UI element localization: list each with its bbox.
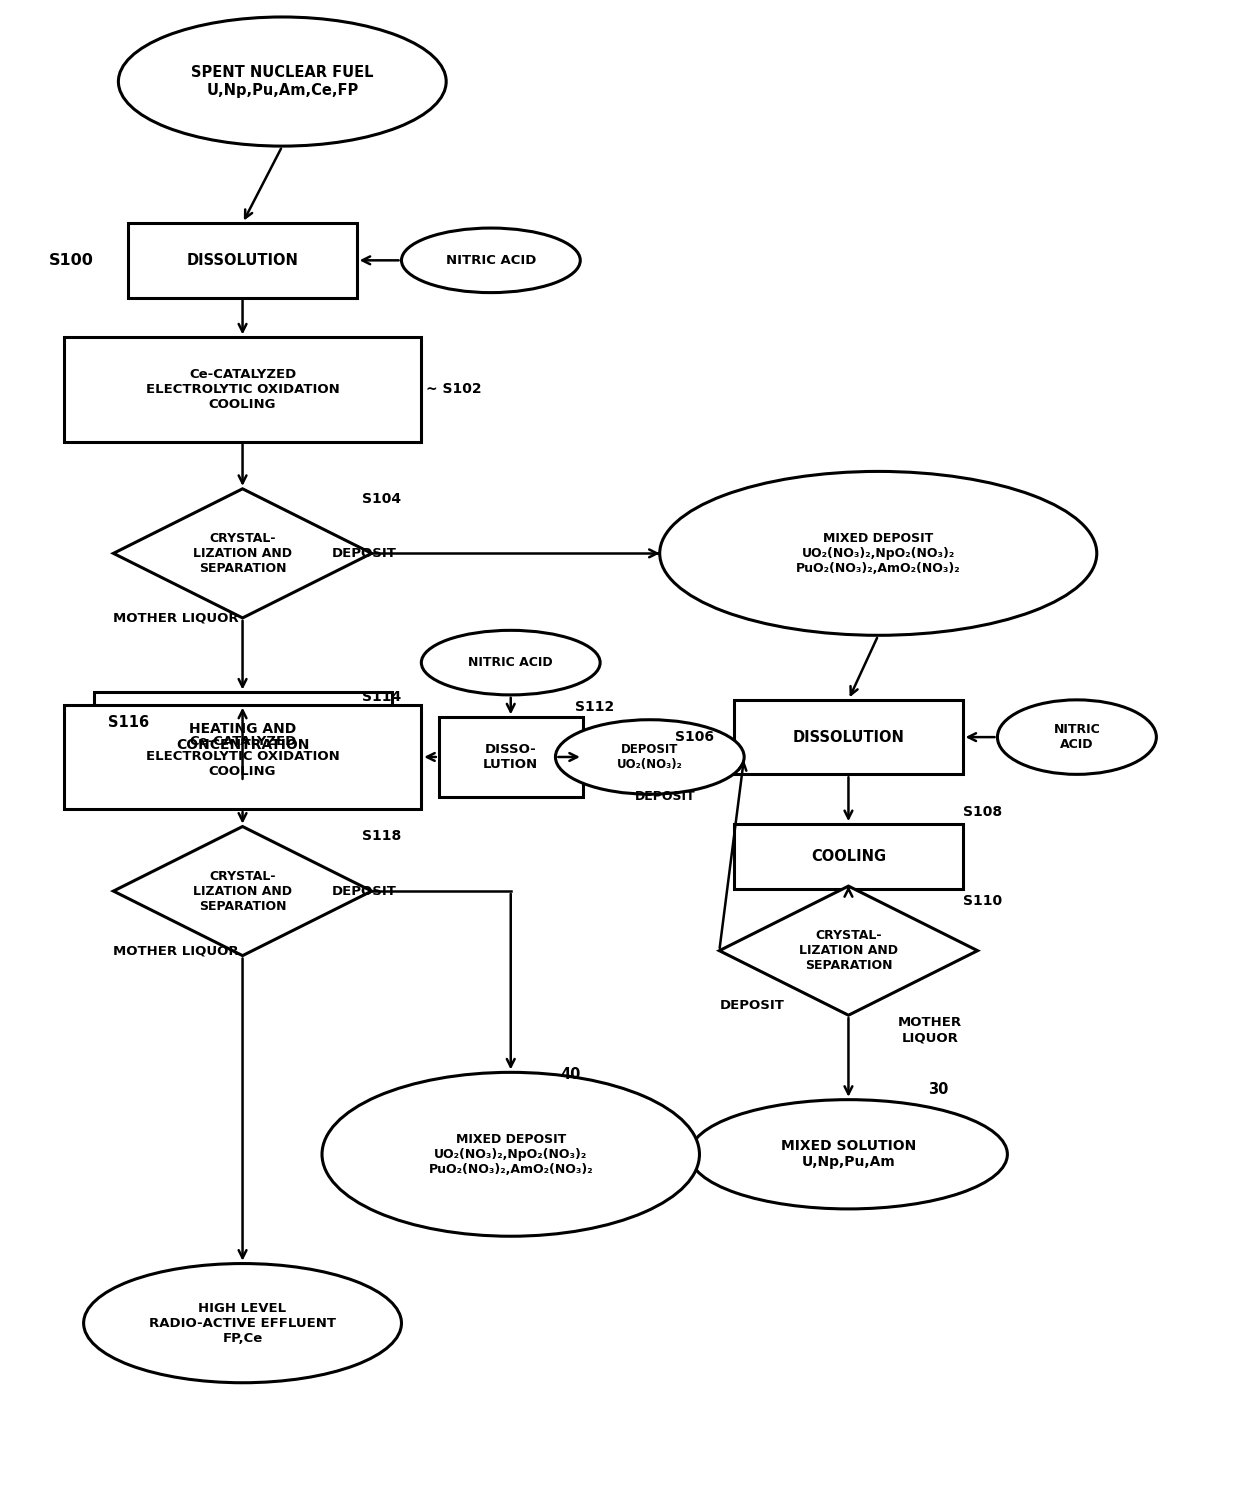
Ellipse shape bbox=[660, 472, 1096, 636]
FancyBboxPatch shape bbox=[63, 705, 422, 809]
Ellipse shape bbox=[997, 699, 1157, 775]
Text: Ce-CATALYZED
ELECTROLYTIC OXIDATION
COOLING: Ce-CATALYZED ELECTROLYTIC OXIDATION COOL… bbox=[145, 368, 340, 411]
FancyBboxPatch shape bbox=[128, 223, 357, 297]
Polygon shape bbox=[719, 886, 977, 1016]
Ellipse shape bbox=[422, 630, 600, 695]
Text: NITRIC
ACID: NITRIC ACID bbox=[1054, 723, 1100, 750]
Text: 40: 40 bbox=[560, 1067, 580, 1082]
Text: MOTHER LIQUOR: MOTHER LIQUOR bbox=[113, 945, 239, 957]
FancyBboxPatch shape bbox=[93, 692, 392, 782]
Text: NITRIC ACID: NITRIC ACID bbox=[469, 656, 553, 669]
Text: S116: S116 bbox=[108, 714, 150, 729]
Text: MIXED SOLUTION
U,Np,Pu,Am: MIXED SOLUTION U,Np,Pu,Am bbox=[781, 1139, 916, 1169]
Text: COOLING: COOLING bbox=[811, 848, 887, 864]
Polygon shape bbox=[113, 488, 372, 618]
FancyBboxPatch shape bbox=[439, 717, 583, 797]
Text: ~ S102: ~ S102 bbox=[427, 383, 482, 396]
Text: S104: S104 bbox=[362, 491, 401, 506]
Text: MIXED DEPOSIT
UO₂(NO₃)₂,NpO₂(NO₃)₂
PuO₂(NO₃)₂,AmO₂(NO₃)₂: MIXED DEPOSIT UO₂(NO₃)₂,NpO₂(NO₃)₂ PuO₂(… bbox=[429, 1133, 593, 1175]
Text: MOTHER LIQUOR: MOTHER LIQUOR bbox=[113, 612, 239, 624]
Text: CRYSTAL-
LIZATION AND
SEPARATION: CRYSTAL- LIZATION AND SEPARATION bbox=[193, 532, 293, 574]
Ellipse shape bbox=[402, 228, 580, 292]
FancyBboxPatch shape bbox=[63, 338, 422, 442]
Text: MOTHER
LIQUOR: MOTHER LIQUOR bbox=[898, 1016, 962, 1044]
Text: S110: S110 bbox=[962, 894, 1002, 909]
Text: S114: S114 bbox=[362, 690, 401, 704]
Text: Ce-CATALYZED
ELECTROLYTIC OXIDATION
COOLING: Ce-CATALYZED ELECTROLYTIC OXIDATION COOL… bbox=[145, 735, 340, 779]
Text: DISSOLUTION: DISSOLUTION bbox=[792, 729, 904, 744]
Text: S118: S118 bbox=[362, 829, 401, 844]
Text: HIGH LEVEL
RADIO-ACTIVE EFFLUENT
FP,Ce: HIGH LEVEL RADIO-ACTIVE EFFLUENT FP,Ce bbox=[149, 1302, 336, 1344]
Text: DEPOSIT
UO₂(NO₃)₂: DEPOSIT UO₂(NO₃)₂ bbox=[618, 743, 683, 772]
Text: DEPOSIT: DEPOSIT bbox=[719, 999, 784, 1011]
FancyBboxPatch shape bbox=[734, 824, 962, 889]
Text: S112: S112 bbox=[575, 701, 615, 714]
Text: DEPOSIT: DEPOSIT bbox=[332, 547, 397, 561]
Text: SPENT NUCLEAR FUEL
U,Np,Pu,Am,Ce,FP: SPENT NUCLEAR FUEL U,Np,Pu,Am,Ce,FP bbox=[191, 65, 373, 98]
Text: CRYSTAL-
LIZATION AND
SEPARATION: CRYSTAL- LIZATION AND SEPARATION bbox=[799, 930, 898, 972]
Text: S100: S100 bbox=[48, 253, 94, 268]
Polygon shape bbox=[113, 826, 372, 955]
Text: S106: S106 bbox=[675, 729, 714, 744]
Text: DISSOLUTION: DISSOLUTION bbox=[186, 253, 299, 268]
Ellipse shape bbox=[322, 1073, 699, 1236]
Text: S108: S108 bbox=[962, 805, 1002, 818]
FancyBboxPatch shape bbox=[734, 699, 962, 775]
Ellipse shape bbox=[118, 17, 446, 146]
Ellipse shape bbox=[83, 1263, 402, 1383]
Text: 30: 30 bbox=[928, 1082, 949, 1097]
Text: DEPOSIT: DEPOSIT bbox=[332, 885, 397, 898]
Text: CRYSTAL-
LIZATION AND
SEPARATION: CRYSTAL- LIZATION AND SEPARATION bbox=[193, 870, 293, 913]
Text: NITRIC ACID: NITRIC ACID bbox=[445, 253, 536, 267]
Ellipse shape bbox=[689, 1100, 1007, 1209]
Text: DISSO-
LUTION: DISSO- LUTION bbox=[484, 743, 538, 772]
Text: DEPOSIT: DEPOSIT bbox=[635, 790, 696, 803]
Text: MIXED DEPOSIT
UO₂(NO₃)₂,NpO₂(NO₃)₂
PuO₂(NO₃)₂,AmO₂(NO₃)₂: MIXED DEPOSIT UO₂(NO₃)₂,NpO₂(NO₃)₂ PuO₂(… bbox=[796, 532, 961, 574]
Ellipse shape bbox=[556, 720, 744, 794]
Text: HEATING AND
CONCENTRATION: HEATING AND CONCENTRATION bbox=[176, 722, 309, 752]
